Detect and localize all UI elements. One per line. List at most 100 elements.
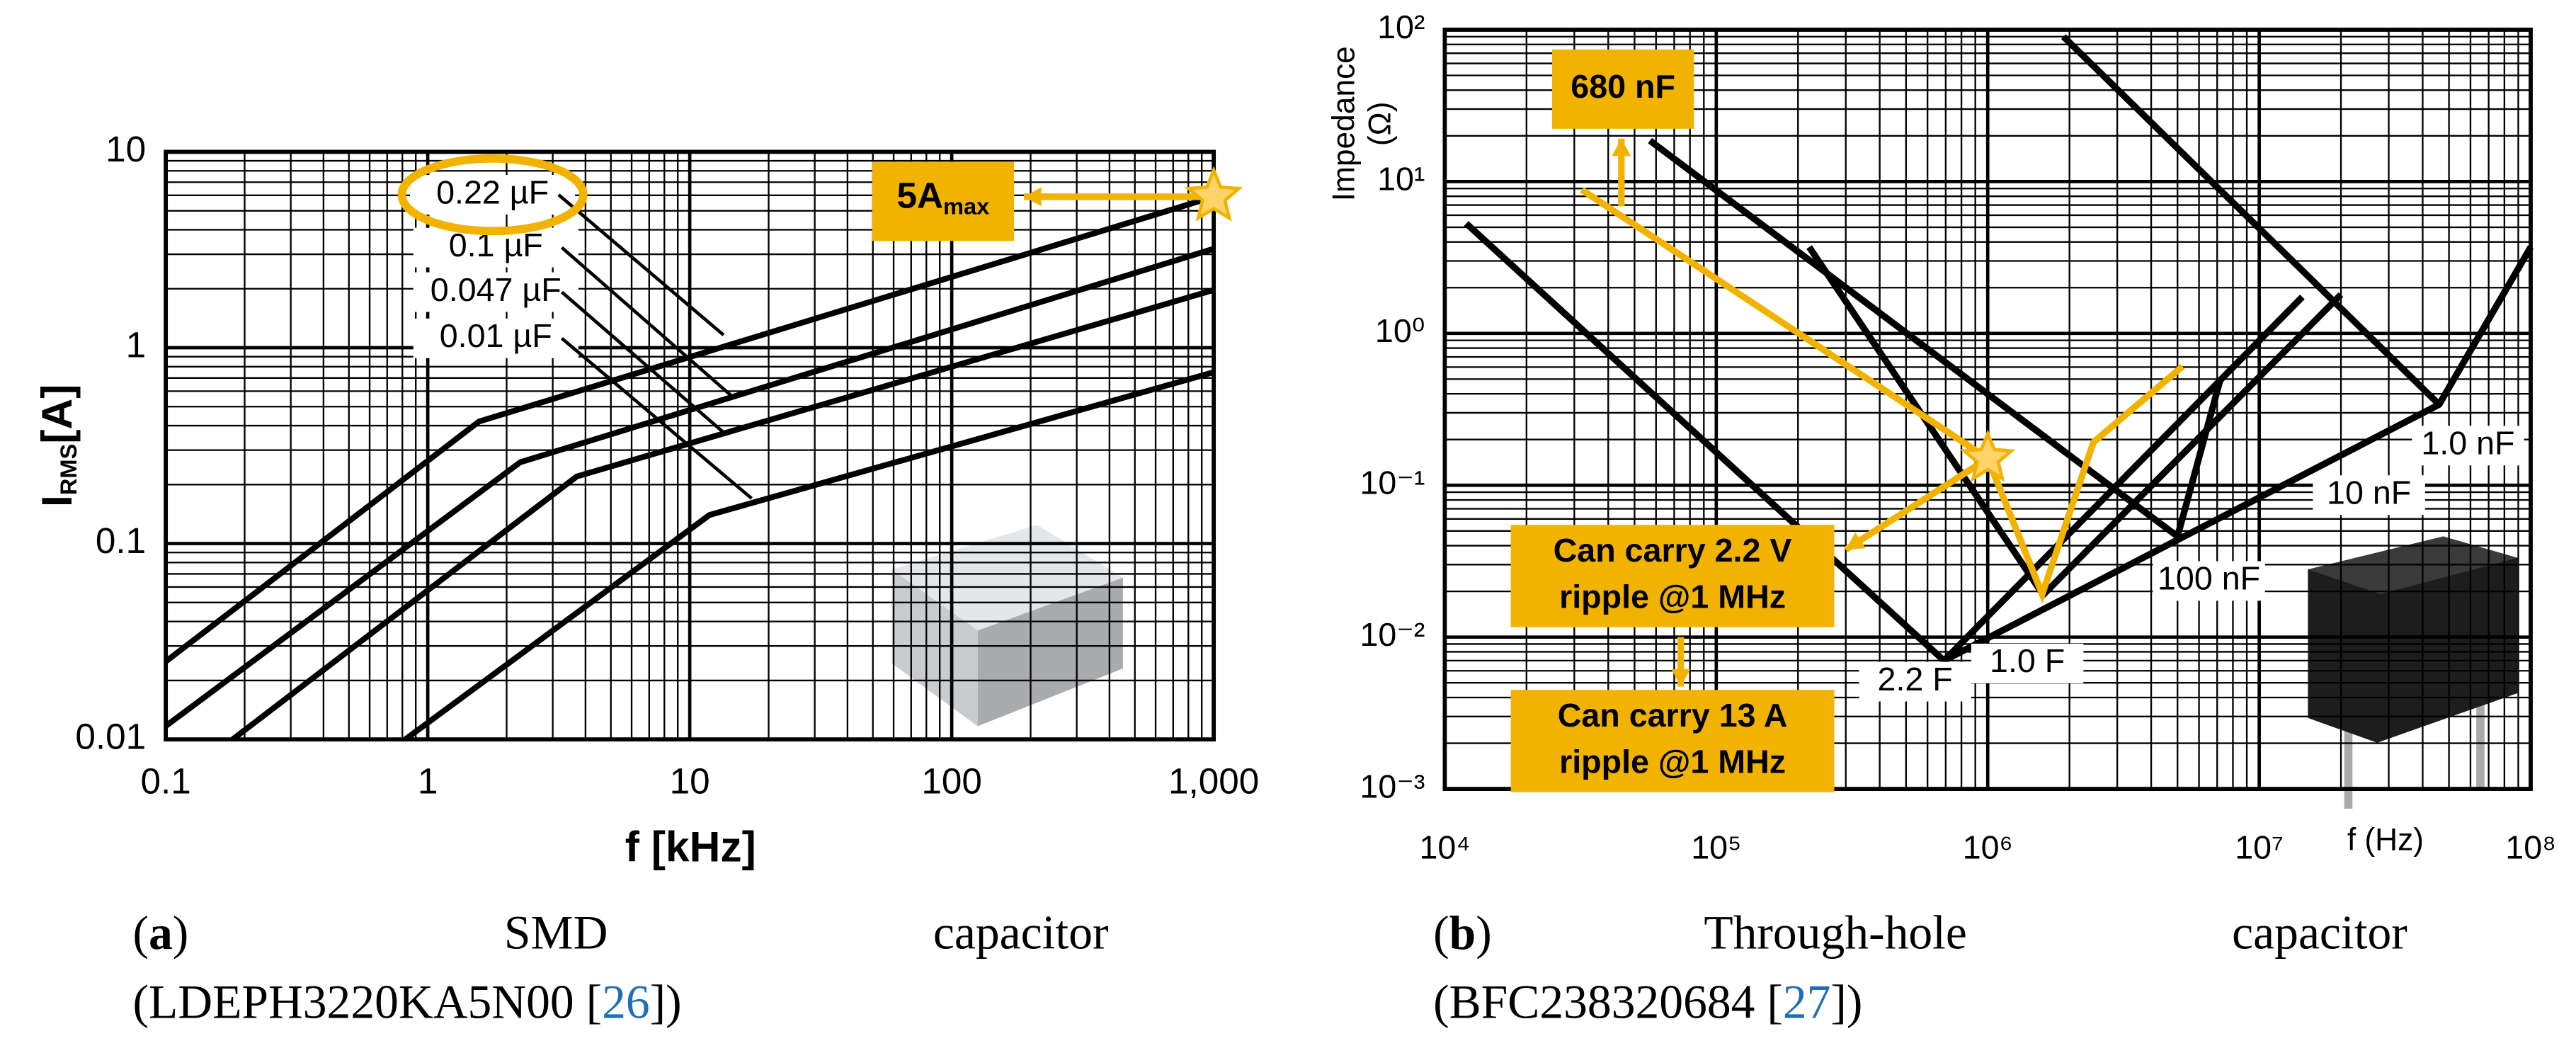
y-tick-label: 10⁻³ bbox=[1360, 768, 1425, 804]
label-bg bbox=[2153, 561, 2265, 601]
y-tick-label: 10⁰ bbox=[1375, 312, 1425, 349]
label-bg bbox=[413, 318, 579, 358]
series-label: 0.047 µF bbox=[431, 271, 562, 308]
y-tick-label: 10 bbox=[106, 129, 146, 169]
label-bg bbox=[410, 175, 576, 215]
data-line bbox=[1942, 402, 2441, 664]
leader-line bbox=[560, 246, 734, 398]
data-line bbox=[2061, 34, 2534, 408]
caption-word: SMD bbox=[504, 906, 608, 959]
curve-label: 10 nF bbox=[2327, 474, 2411, 511]
x-tick-label: 1,000 bbox=[1168, 761, 1259, 802]
x-tick-label: 10⁴ bbox=[1419, 829, 1470, 866]
x-tick-label: 10⁸ bbox=[2505, 829, 2556, 866]
x-tick-label: 0.1 bbox=[140, 761, 190, 802]
y-label-sub: RMS bbox=[55, 444, 81, 495]
caption-paren: ( bbox=[1433, 906, 1449, 959]
guide-line bbox=[1984, 363, 2185, 604]
y-tick-label: 10² bbox=[1377, 8, 1425, 45]
annotation-main: 5A bbox=[896, 175, 943, 215]
x-tick-label: 10⁵ bbox=[1691, 829, 1741, 866]
annotation-text: Can carry 2.2 V bbox=[1554, 532, 1792, 569]
y-label-unit: [A] bbox=[33, 385, 81, 444]
data-line bbox=[1648, 137, 2224, 540]
leader-line bbox=[560, 290, 725, 434]
annotation-text: ripple @1 MHz bbox=[1559, 578, 1786, 615]
caption-ref: 27 bbox=[1783, 975, 1831, 1028]
x-axis-label: f [kHz] bbox=[625, 822, 756, 870]
caption-word: capacitor bbox=[2232, 906, 2407, 959]
series-label: 0.01 µF bbox=[440, 317, 552, 354]
caption-word: Through-hole bbox=[1704, 906, 1967, 959]
data-line bbox=[164, 193, 1215, 664]
smd-photo bbox=[891, 525, 1123, 727]
caption-paren: ) bbox=[173, 906, 189, 959]
y-axis-label: IRMS[A] bbox=[33, 385, 81, 507]
y-tick-label: 0.01 bbox=[75, 717, 146, 757]
x-axis-label: f (Hz) bbox=[2347, 822, 2424, 857]
annotation-box bbox=[1551, 49, 1694, 129]
y-axis-label: Impedance bbox=[1326, 46, 1361, 201]
label-bg bbox=[1971, 643, 2084, 683]
series-label: 0.22 µF bbox=[436, 173, 549, 210]
curve-label: 1.0 nF bbox=[2421, 425, 2514, 462]
caption-ref: 26 bbox=[602, 975, 650, 1028]
leader-line bbox=[557, 193, 725, 336]
caption-paren: ( bbox=[132, 906, 149, 959]
label-bg bbox=[2412, 426, 2524, 466]
data-line bbox=[164, 246, 1215, 729]
y-tick-label: 10⁻¹ bbox=[1360, 465, 1425, 501]
caption-letter: a bbox=[149, 906, 173, 959]
through-hole-photo bbox=[2308, 536, 2518, 809]
highlight-ellipse bbox=[397, 154, 588, 236]
caption-detail: (LDEPH3220KA5N00 [26]) bbox=[132, 975, 681, 1028]
annotation-text: 680 nF bbox=[1571, 68, 1675, 105]
y-axis-label: (Ω) bbox=[1363, 102, 1398, 147]
caption-detail: (BFC238320684 [27]) bbox=[1433, 975, 1862, 1028]
caption-paren: ) bbox=[1476, 906, 1492, 959]
star-marker bbox=[1960, 429, 2016, 482]
curve-label: 1.0 F bbox=[1990, 642, 2065, 679]
data-line bbox=[403, 369, 1215, 742]
plot-frame bbox=[164, 149, 1216, 742]
arrow-head bbox=[1671, 669, 1691, 687]
annotation-text: Can carry 13 A bbox=[1558, 697, 1788, 734]
caption-tag: (a) bbox=[132, 906, 188, 959]
caption-word: capacitor bbox=[933, 906, 1109, 959]
x-tick-label: 10⁷ bbox=[2235, 829, 2284, 866]
y-tick-label: 10¹ bbox=[1377, 161, 1425, 198]
caption-detail-text: (LDEPH3220KA5N00 [ bbox=[132, 975, 602, 1028]
curve-label: 2.2 F bbox=[1878, 661, 1953, 698]
label-bg bbox=[1859, 661, 1971, 702]
annotation-box bbox=[1510, 525, 1835, 627]
caption-detail-end: ]) bbox=[650, 975, 682, 1028]
x-tick-label: 10⁶ bbox=[1963, 829, 2013, 866]
arrow-head bbox=[1845, 532, 1866, 550]
label-bg bbox=[413, 272, 579, 312]
caption-detail-end: ]) bbox=[1830, 975, 1862, 1028]
data-line bbox=[1806, 245, 2344, 598]
annotation-box bbox=[1510, 690, 1835, 792]
star-marker bbox=[1184, 166, 1243, 222]
annotation-sub: max bbox=[943, 193, 989, 219]
annotation-arrow bbox=[1844, 455, 1990, 553]
annotation-box bbox=[872, 161, 1015, 241]
annotation-text: 5Amax bbox=[896, 175, 989, 219]
guide-line bbox=[1580, 187, 1990, 462]
caption-detail-text: (BFC238320684 [ bbox=[1433, 975, 1783, 1028]
x-tick-label: 10 bbox=[670, 761, 710, 802]
leader-line bbox=[560, 337, 753, 500]
x-tick-label: 1 bbox=[418, 761, 438, 802]
plot-frame bbox=[1442, 28, 2533, 791]
annotation-text: ripple @1 MHz bbox=[1559, 743, 1786, 780]
label-bg bbox=[2313, 475, 2425, 516]
y-label-symbol: I bbox=[33, 495, 81, 507]
arrow-head bbox=[1612, 138, 1631, 156]
data-line bbox=[231, 287, 1215, 742]
y-tick-label: 10⁻² bbox=[1360, 616, 1425, 653]
caption-tag: (b) bbox=[1433, 906, 1492, 959]
x-tick-label: 100 bbox=[921, 761, 982, 802]
y-tick-label: 0.1 bbox=[96, 520, 146, 561]
